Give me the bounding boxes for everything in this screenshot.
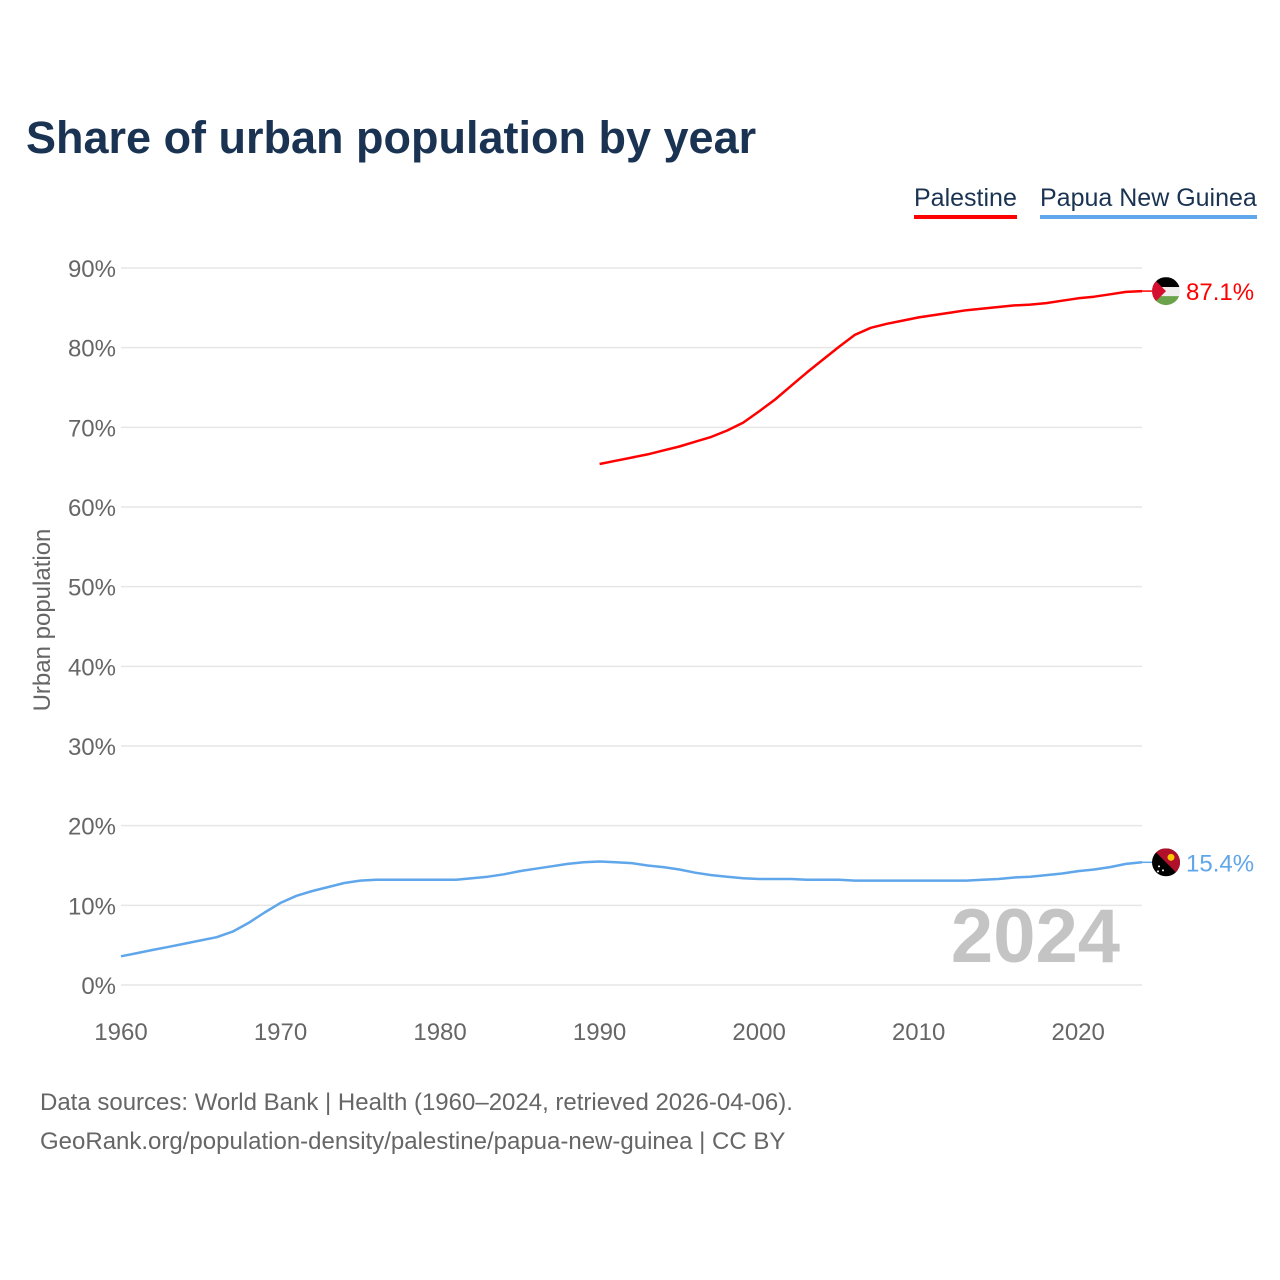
y-tick-label: 30% — [68, 734, 116, 761]
y-tick-label: 90% — [68, 256, 116, 283]
x-tick-label: 1990 — [573, 1019, 626, 1046]
legend-palestine[interactable]: Palestine — [914, 184, 1017, 219]
series-line-1 — [120, 860, 1143, 958]
y-tick-label: 80% — [68, 336, 116, 363]
year-watermark: 2024 — [951, 894, 1120, 979]
y-tick-label: 40% — [68, 654, 116, 681]
chart-title: Share of urban population by year — [26, 112, 757, 163]
legend-papua-new-guinea[interactable]: Papua New Guinea — [1040, 184, 1257, 219]
end-value-label: 15.4% — [1186, 850, 1254, 877]
y-tick-label: 0% — [81, 973, 116, 1000]
series-line-0 — [599, 289, 1143, 466]
y-tick-label: 20% — [68, 814, 116, 841]
x-tick-label: 2010 — [892, 1019, 945, 1046]
y-tick-label: 60% — [68, 495, 116, 522]
x-tick-label: 2000 — [732, 1019, 785, 1046]
papua-new-guinea-flag-icon — [1152, 848, 1180, 877]
y-tick-label: 50% — [68, 575, 116, 602]
x-tick-label: 1970 — [254, 1019, 307, 1046]
x-tick-label: 2020 — [1051, 1019, 1104, 1046]
x-tick-label: 1960 — [94, 1019, 147, 1046]
y-tick-label: 10% — [68, 893, 116, 920]
palestine-flag-icon — [1152, 277, 1180, 306]
footer-link[interactable]: GeoRank.org/population-density/palestine… — [40, 1128, 786, 1155]
x-tick-label: 1980 — [413, 1019, 466, 1046]
y-axis-label: Urban population — [29, 529, 56, 712]
footer-sources: Data sources: World Bank | Health (1960–… — [40, 1089, 793, 1116]
end-value-label: 87.1% — [1186, 279, 1254, 306]
y-tick-label: 70% — [68, 415, 116, 442]
